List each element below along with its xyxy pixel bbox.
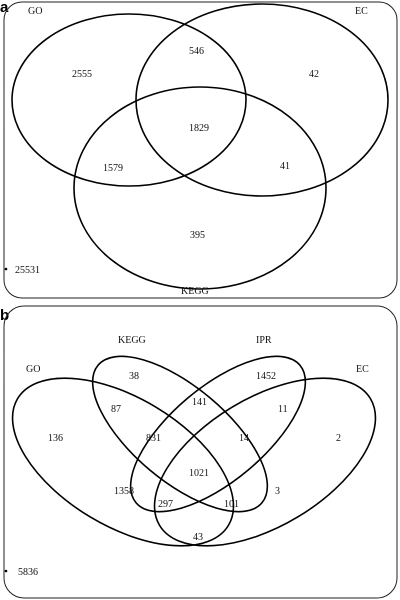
ec-set-label: EC bbox=[355, 6, 368, 17]
region-go-kegg-ec: 297 bbox=[158, 499, 173, 510]
region-kegg-ipr-ec: 14 bbox=[239, 433, 249, 444]
ec-set-ellipse bbox=[135, 3, 389, 197]
region-ec-only: 42 bbox=[309, 69, 319, 80]
ec-set-ellipse bbox=[153, 377, 377, 547]
go-set-ellipse bbox=[11, 377, 235, 547]
region-kegg-ipr: 141 bbox=[192, 397, 207, 408]
kegg-set-label: KEGG bbox=[118, 335, 146, 346]
ipr-set-label: IPR bbox=[256, 335, 272, 346]
region-go-only: 2555 bbox=[72, 69, 92, 80]
region-kegg-ec: 3 bbox=[275, 486, 280, 497]
kegg-set-ellipse bbox=[73, 86, 327, 290]
kegg-set-label: KEGG bbox=[181, 286, 209, 297]
region-go-ec: 546 bbox=[189, 46, 204, 57]
ipr-set-ellipse bbox=[129, 355, 307, 513]
outside-count: 5836 bbox=[18, 567, 38, 578]
outside-count: 25531 bbox=[15, 265, 40, 276]
kegg-set-ellipse bbox=[91, 355, 269, 513]
region-kegg-only: 395 bbox=[190, 230, 205, 241]
region-go-ipr: 1358 bbox=[114, 486, 134, 497]
panel-b: b GO KEGG IPR EC 38 1452 136 2 87 141 11… bbox=[0, 305, 398, 599]
region-ec-kegg: 41 bbox=[280, 161, 290, 172]
region-go-only: 136 bbox=[48, 433, 63, 444]
region-ec-only: 2 bbox=[336, 433, 341, 444]
region-all-four: 1021 bbox=[189, 468, 209, 479]
go-set-label: GO bbox=[28, 6, 42, 17]
panel-a-frame bbox=[3, 1, 398, 299]
panel-b-letter: b bbox=[0, 307, 9, 324]
panel-b-frame bbox=[3, 305, 398, 599]
region-ipr-ec: 11 bbox=[278, 404, 288, 415]
go-set-label: GO bbox=[26, 364, 40, 375]
region-go-kegg-ipr: 831 bbox=[146, 433, 161, 444]
outside-marker-dot bbox=[4, 569, 8, 573]
region-go-kegg: 87 bbox=[111, 404, 121, 415]
region-go-kegg: 1579 bbox=[103, 163, 123, 174]
panel-a-letter: a bbox=[0, 0, 9, 16]
go-set-ellipse bbox=[11, 13, 247, 187]
region-ipr-only: 1452 bbox=[256, 371, 276, 382]
panel-a: a GO EC KEGG 2555 546 42 1829 1579 41 39… bbox=[0, 0, 398, 299]
ec-set-label: EC bbox=[356, 364, 369, 375]
region-kegg-only: 38 bbox=[129, 371, 139, 382]
outside-marker-dot bbox=[4, 267, 8, 271]
region-go-ec: 43 bbox=[193, 532, 203, 543]
region-all-three: 1829 bbox=[189, 123, 209, 134]
region-go-ipr-ec: 101 bbox=[224, 499, 239, 510]
